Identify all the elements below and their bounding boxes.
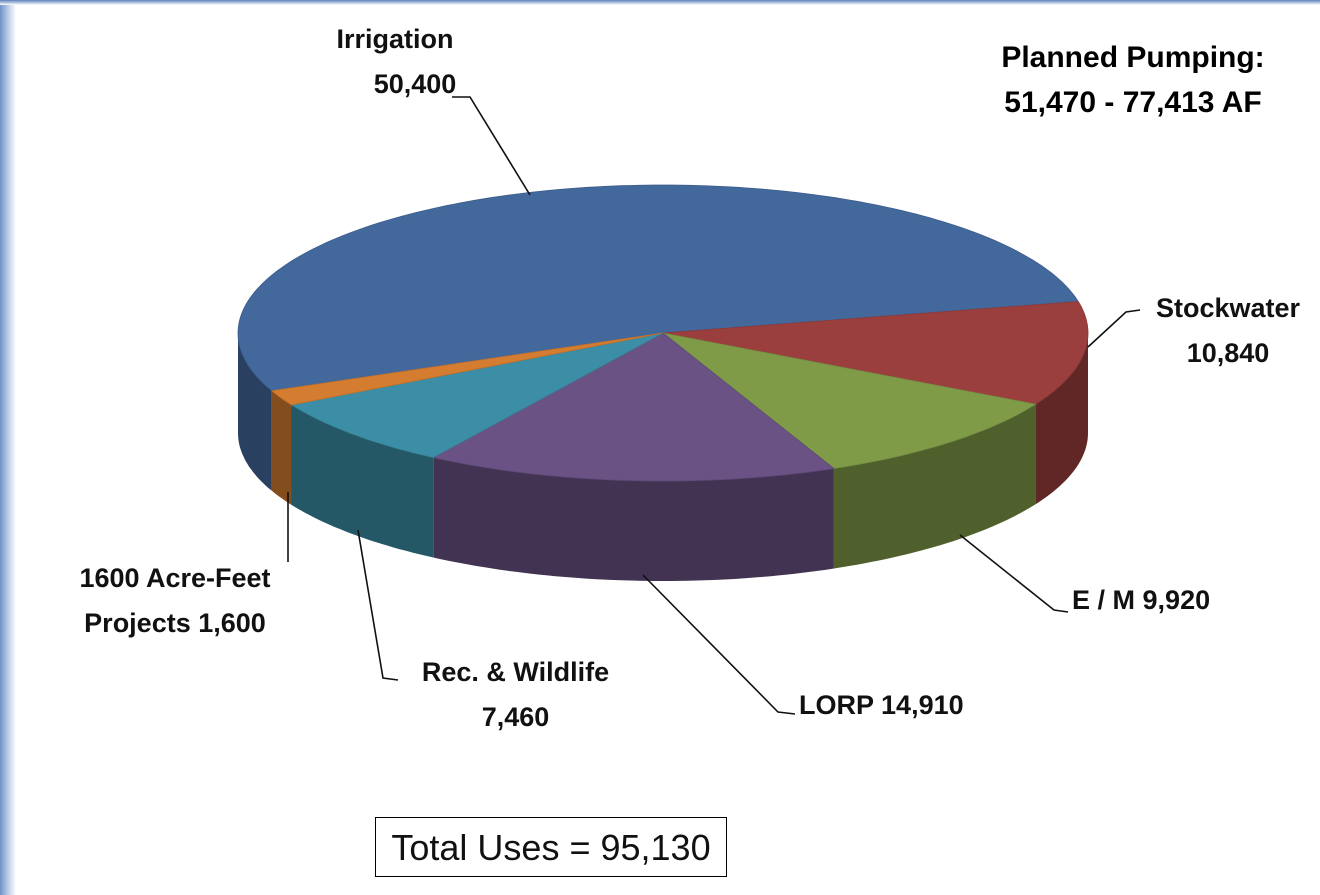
slice-label: LORP 14,910 bbox=[799, 683, 964, 728]
slice-label: Rec. & Wildlife 7,460 bbox=[398, 650, 633, 740]
slice-side bbox=[291, 404, 434, 558]
value-label: 9,920 bbox=[1142, 585, 1211, 615]
slice-label: E / M 9,920 bbox=[1072, 578, 1210, 623]
pie-walls bbox=[238, 333, 1088, 581]
value-label: 14,910 bbox=[881, 690, 964, 720]
slice-side bbox=[433, 457, 834, 581]
leader-line bbox=[1087, 309, 1141, 348]
leader-line bbox=[357, 529, 399, 681]
slice bbox=[662, 301, 1089, 405]
category-label: LORP bbox=[799, 690, 874, 720]
slice-side bbox=[1035, 333, 1088, 505]
slice-side bbox=[271, 390, 292, 505]
slice bbox=[270, 332, 664, 406]
annotation: Planned Pumping: 51,470 - 77,413 AF bbox=[950, 35, 1316, 125]
category-label: Stockwater bbox=[1155, 293, 1301, 323]
category-label: Rec. & Wildlife bbox=[421, 657, 610, 687]
slice bbox=[290, 332, 664, 458]
slice bbox=[432, 332, 835, 482]
leader-lines bbox=[287, 96, 1141, 715]
slice-label: 1600 Acre-Feet Projects 1,600 bbox=[45, 556, 305, 646]
value-label: 7,460 bbox=[481, 702, 550, 732]
category-label: 1600 Acre-Feet Projects bbox=[79, 563, 271, 638]
slice-side bbox=[238, 333, 272, 491]
slice bbox=[662, 332, 1037, 469]
annotation-line: Planned Pumping: bbox=[1001, 41, 1265, 74]
value-label: 50,400 bbox=[373, 69, 457, 99]
annotation-line: 51,470 - 77,413 AF bbox=[1004, 86, 1262, 119]
leader-line bbox=[959, 534, 1069, 613]
category-label: Irrigation bbox=[336, 24, 454, 54]
leader-line bbox=[642, 574, 796, 715]
value-label: 10,840 bbox=[1186, 338, 1270, 368]
top-border bbox=[0, 0, 1320, 5]
total-box: Total Uses = 95,130 bbox=[375, 817, 727, 877]
pie-tops bbox=[237, 184, 1089, 482]
leader-line bbox=[452, 96, 531, 196]
slice bbox=[237, 184, 1080, 392]
slice-label: Irrigation 50,400 bbox=[300, 17, 490, 107]
category-label: E / M bbox=[1072, 585, 1136, 615]
slice-side bbox=[833, 404, 1036, 569]
slice-label: Stockwater 10,840 bbox=[1136, 286, 1320, 376]
value-label: 1,600 bbox=[198, 608, 266, 638]
